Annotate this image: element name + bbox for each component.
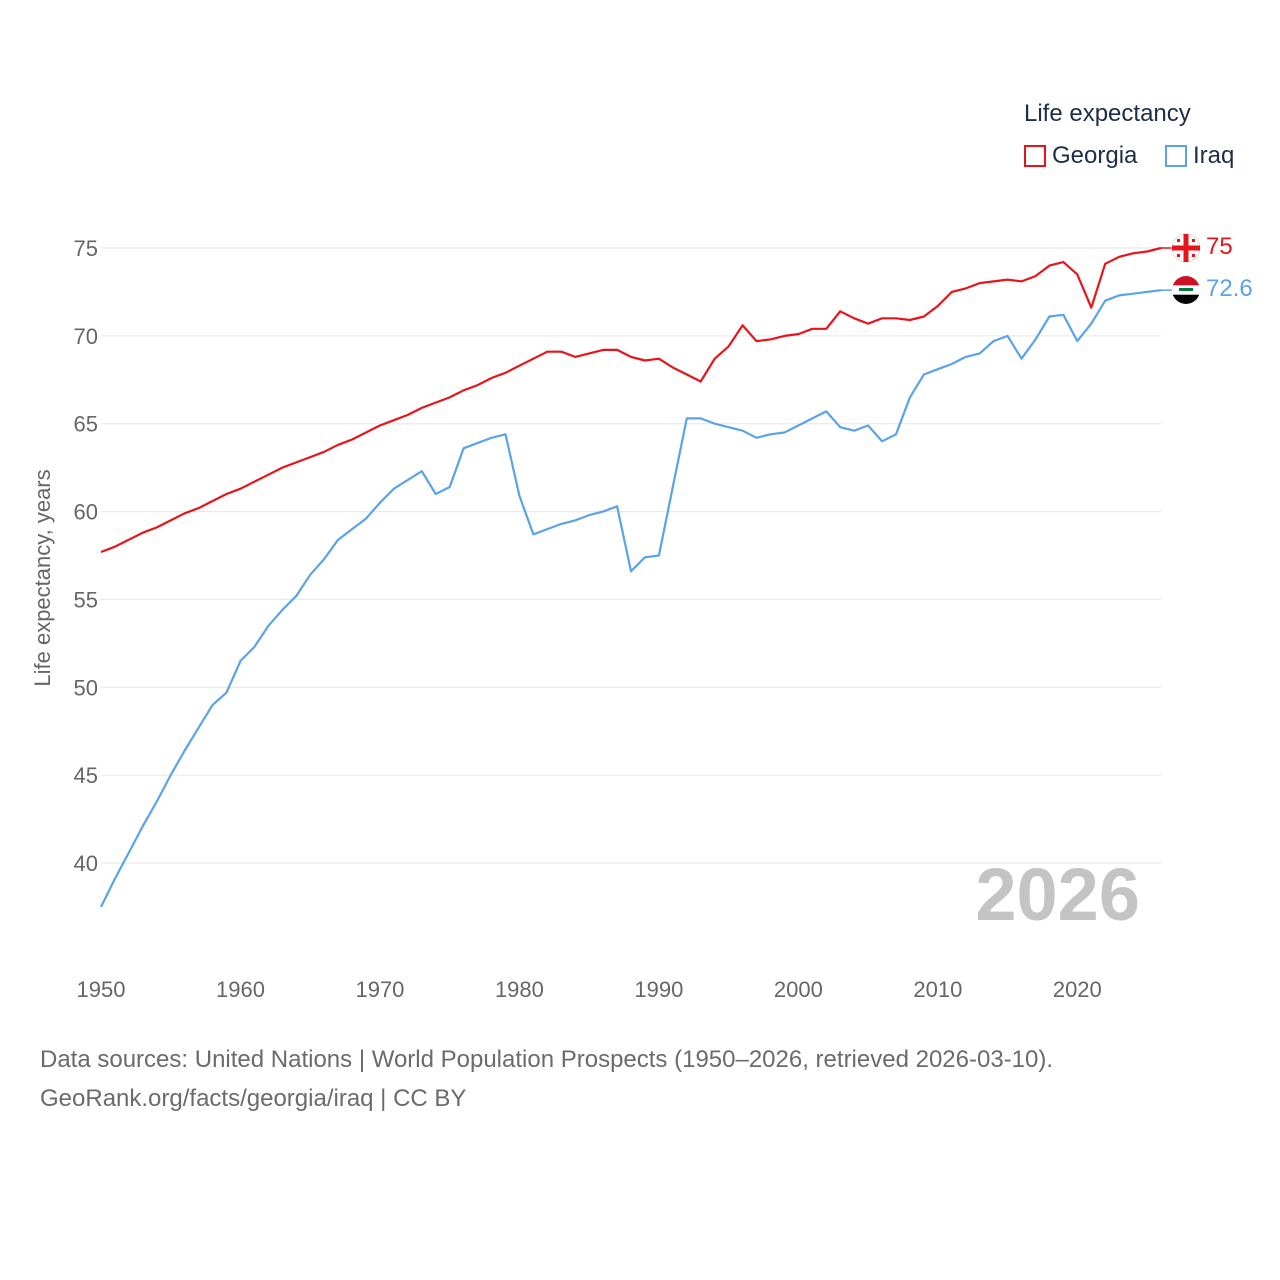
x-tick-label: 2000	[774, 977, 823, 1002]
y-tick-label: 75	[74, 236, 98, 261]
series-lines	[100, 246, 1172, 908]
data-source-note: Data sources: United Nations | World Pop…	[40, 1046, 1054, 1073]
y-tick-label: 40	[74, 851, 98, 876]
credit-link[interactable]: GeoRank.org/facts/georgia/iraq | CC BY	[40, 1085, 467, 1112]
legend-item-iraq[interactable]: Iraq	[1165, 142, 1234, 170]
y-tick-label: 70	[74, 324, 98, 349]
y-tick-label: 65	[74, 412, 98, 437]
x-tick-label: 1990	[634, 977, 683, 1002]
iraq-end-value: 72.6	[1206, 275, 1253, 302]
legend-label-iraq: Iraq	[1193, 142, 1235, 169]
x-tick-label: 1960	[216, 977, 265, 1002]
iraq-legend-swatch-icon	[1165, 145, 1187, 167]
series-line-georgia	[100, 246, 1162, 554]
y-tick-label: 60	[74, 500, 98, 525]
x-tick-label: 1970	[355, 977, 404, 1002]
y-tick-label: 55	[74, 587, 98, 612]
gridlines	[101, 247, 1161, 864]
x-tick-label: 2020	[1053, 977, 1102, 1002]
legend-item-georgia[interactable]: Georgia	[1024, 142, 1137, 170]
x-tick-label: 1950	[77, 977, 126, 1002]
y-axis-label: Life expectancy, years	[30, 469, 55, 686]
x-tick-label: 2010	[913, 977, 962, 1002]
x-axis-ticks: 1950 1960 1970 1980 1990 2000 2010 2020	[77, 977, 1102, 1002]
georgia-end-value: 75	[1206, 233, 1233, 260]
y-tick-label: 45	[74, 763, 98, 788]
legend-title: Life expectancy	[1024, 100, 1191, 127]
legend-label-georgia: Georgia	[1052, 142, 1138, 169]
series-end-markers: 75 72.6	[1171, 233, 1253, 304]
series-line-iraq	[100, 289, 1162, 908]
x-tick-label: 1980	[495, 977, 544, 1002]
iraq-flag-icon	[1172, 276, 1200, 304]
georgia-flag-icon	[1171, 233, 1201, 263]
y-tick-label: 50	[74, 675, 98, 700]
year-watermark: 2026	[975, 853, 1140, 936]
y-axis-ticks: 40 45 50 55 60 65 70 75	[74, 236, 98, 876]
georgia-legend-swatch-icon	[1024, 145, 1046, 167]
